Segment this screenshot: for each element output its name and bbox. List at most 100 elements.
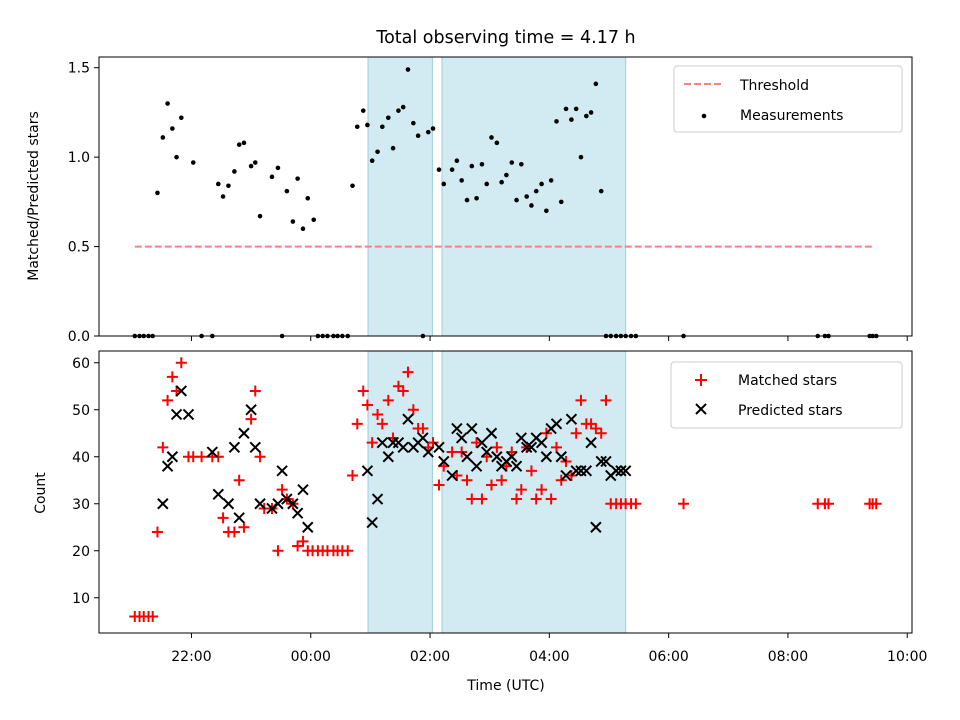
count-legend: Matched stars Predicted stars [670,361,903,429]
count-y-tick-label: 30 [72,497,90,513]
matched-star-point [347,470,359,482]
matched-star-point [595,427,607,439]
predicted-star-point [520,441,533,454]
matched-star-point [545,493,557,505]
count-x-tick-label: 00:00 [291,649,331,665]
measurement-point [160,135,166,140]
predicted-star-point [470,460,483,472]
matched-star-point [822,498,834,510]
predicted-star-point [376,436,389,449]
predicted-star-point [610,465,622,477]
predicted-star-point [233,512,245,524]
count-legend-box [670,361,903,429]
predicted-star-point [382,451,394,463]
matched-star-point [446,446,458,458]
predicted-star-point [535,436,548,449]
count-y-tick-label: 20 [72,544,90,560]
measurement-point [489,135,494,140]
predicted-star-point [461,451,473,463]
matched-star-point [151,526,163,538]
measurement-point [415,133,421,138]
measurement-point [305,195,311,201]
ratio-y-tick-label: 1.0 [68,150,90,166]
measurement-point [284,188,290,194]
predicted-star-point [525,441,538,454]
measurement-point [257,213,263,219]
measurement-point [499,179,504,185]
ratio-y-tick-label: 1.5 [68,61,90,77]
measurement-point [593,81,599,87]
measurement-point [190,160,196,165]
measurement-point [464,197,470,203]
matched-star-point [485,479,497,491]
matched-star-point [433,479,445,491]
matched-star-point [254,451,266,463]
observing-window-band [441,56,627,337]
matched-star-point [575,394,587,406]
measurement-point [385,115,391,121]
matched-star-point [461,474,473,486]
measurement-point [519,162,524,167]
measurement-point [365,122,370,128]
measurement-point [165,101,170,106]
observing-window-shades [367,56,627,337]
predicted-star-point [366,516,378,529]
predicted-star-point [515,432,528,444]
predicted-star-point [175,385,188,397]
measurement-point [436,167,442,172]
measurement-point [469,163,475,169]
measurement-point [474,195,479,201]
measurement-point [563,106,569,112]
predicted-star-point [361,465,374,477]
matched-star-point [491,441,503,453]
threshold-legend-label: Threshold [739,78,809,94]
predicted-star-point [166,451,179,463]
predicted-star-point [222,498,235,510]
predicted-star-point [272,498,284,510]
predicted-star-point [466,422,478,435]
measurement-point [514,197,519,203]
matched-star-point [228,526,240,538]
observing-window-band [367,56,433,337]
matched-star-point [245,413,257,425]
matched-star-point [372,408,384,420]
matched-star-point [276,484,288,496]
predicted-star-point [302,521,314,533]
observing-window-shades [367,350,627,634]
ratio-y-ticks: 0.0 0.5 1.0 1.5 [68,61,99,345]
predicted-star-point [550,418,563,430]
measurement-point [215,181,221,187]
predicted-star-point [438,455,450,468]
matched-star-point [342,545,354,557]
predicted-star-point [590,521,602,533]
count-x-tick-label: 22:00 [171,649,211,665]
measurement-point [248,163,254,169]
measurement-point [360,108,366,113]
measurement-point [241,140,247,146]
matched-star-point [361,399,373,411]
predicted-legend-marker [695,403,707,415]
measurement-point [411,120,416,126]
predicted-star-point [491,451,503,463]
measurement-point [290,219,296,224]
matched-star-point [511,493,523,505]
predicted-star-point [422,446,434,458]
predicted-star-point [455,432,468,444]
matched-star-point [297,535,309,547]
measurement-point [524,194,529,199]
count-x-tick-label: 10:00 [887,649,927,665]
measurement-point [484,181,490,187]
predicted-star-point [540,451,553,463]
ratio-legend: Threshold Measurements [673,65,903,133]
matched-star-point [630,498,642,510]
measurement-point [311,217,317,223]
measurements-legend-marker [701,113,707,119]
matched-star-point [249,385,261,397]
predicted-star-point [446,469,458,482]
measurement-point [509,160,515,165]
predicted-star-point [291,507,304,519]
predicted-star-point [371,493,384,505]
matched-star-point [376,418,388,430]
matched-star-point [366,437,378,449]
ratio-y-tick-label: 0.5 [68,240,90,256]
